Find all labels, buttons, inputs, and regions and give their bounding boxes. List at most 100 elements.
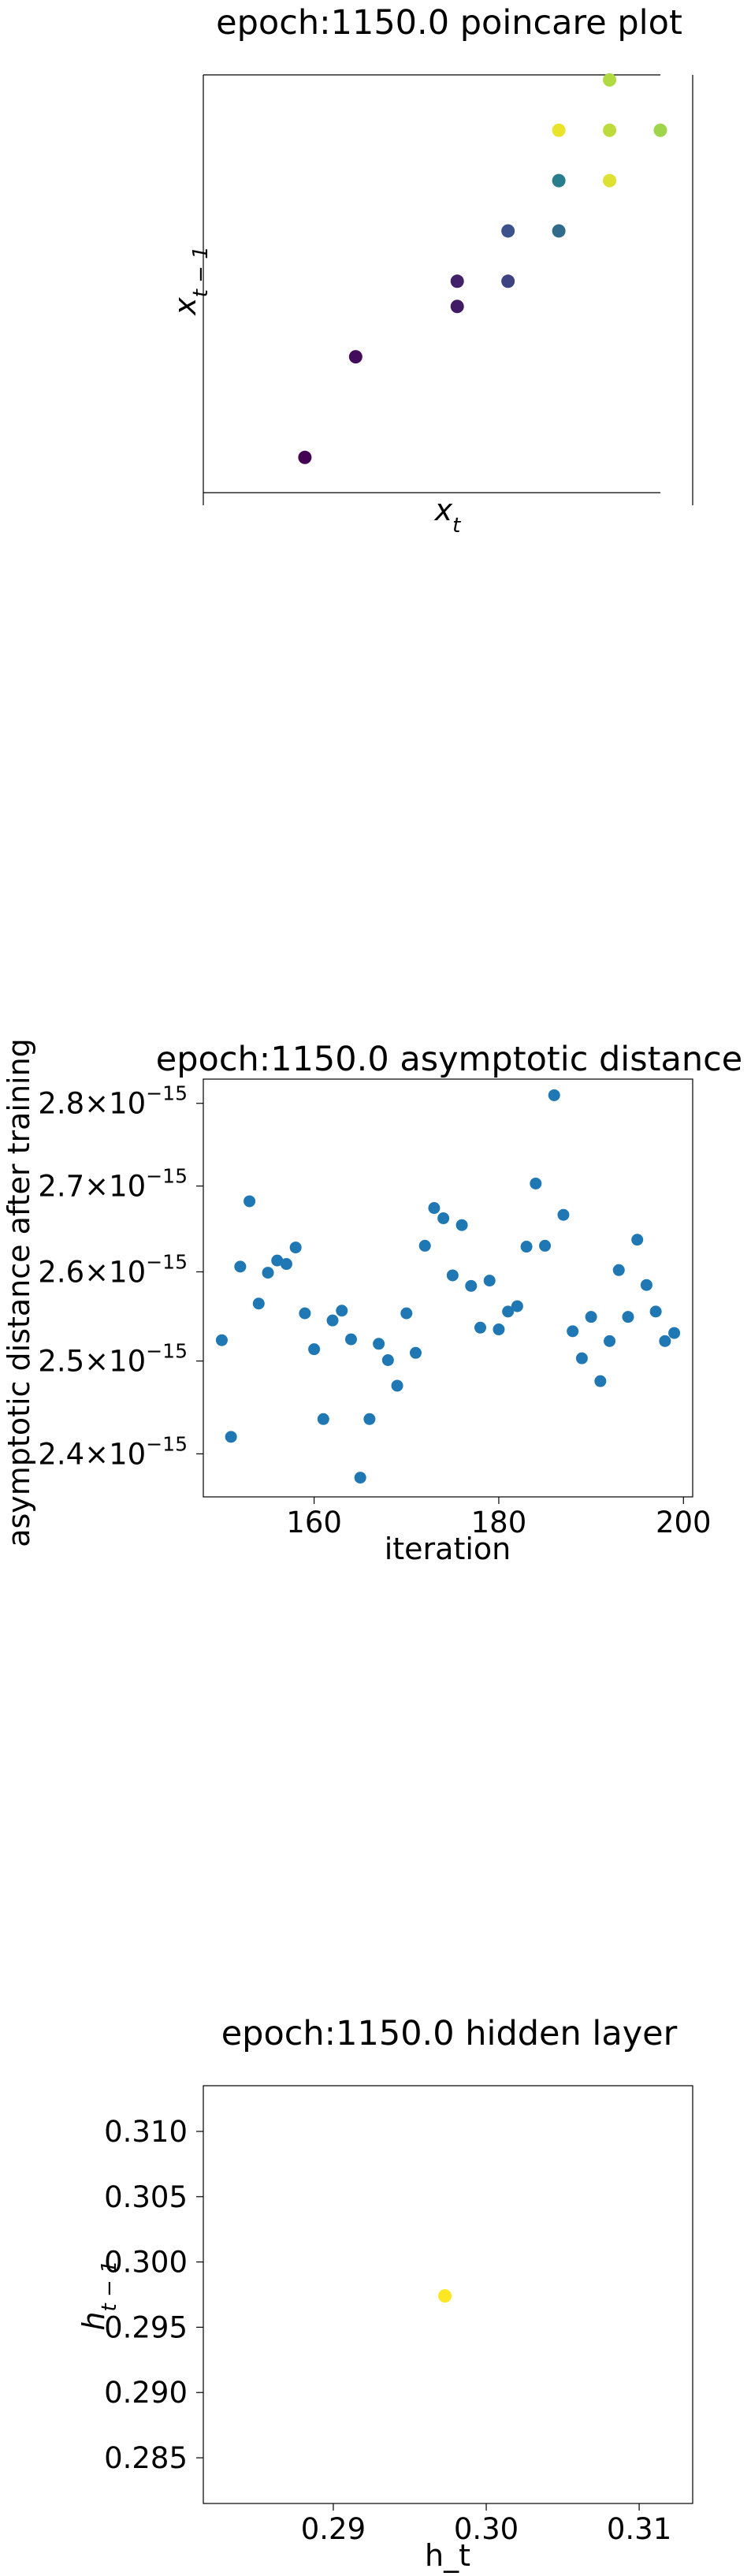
asymptotic-point-38	[567, 1325, 579, 1338]
asymptotic-point-17	[373, 1338, 385, 1350]
poincare-ylabel: xt − 1	[168, 246, 213, 316]
asymptotic-point-16	[363, 1413, 376, 1425]
asymptotic-point-36	[548, 1089, 560, 1101]
hidden-layer-xtick-label: 0.30	[454, 2512, 519, 2546]
asymptotic-point-4	[252, 1297, 265, 1310]
asymptotic-point-40	[585, 1311, 597, 1323]
asymptotic-point-14	[344, 1333, 357, 1346]
poincare-point-11	[653, 123, 667, 137]
asymptotic-point-12	[326, 1314, 339, 1327]
asymptotic-point-11	[317, 1413, 329, 1425]
asymptotic-point-20	[400, 1307, 413, 1320]
asymptotic-chart: epoch:1150.0 asymptotic distance 160 180 2…	[2, 1038, 742, 1566]
asymptotic-point-48	[659, 1335, 671, 1347]
hidden-layer-ytick-label: 0.285	[104, 2441, 188, 2475]
asymptotic-point-41	[594, 1375, 607, 1387]
hidden-layer-xtick-label: 0.29	[301, 2512, 366, 2546]
hidden-layer-ytick-label: 0.305	[104, 2180, 188, 2214]
asymptotic-point-45	[631, 1234, 644, 1246]
asymptotic-point-6	[271, 1254, 284, 1267]
hidden-layer-ytick-label: 0.300	[104, 2246, 188, 2280]
poincare-point-10	[552, 123, 566, 137]
asymptotic-point-0	[215, 1334, 228, 1346]
hidden-layer-ytick-label: 0.295	[104, 2310, 188, 2344]
poincare-point-7	[552, 173, 566, 188]
asymptotic-point-8	[289, 1241, 302, 1254]
asymptotic-ytick-label: 2.7×10−15	[38, 1165, 188, 1204]
asymptotic-point-30	[493, 1323, 505, 1336]
asymptotic-point-27	[465, 1279, 478, 1292]
asymptotic-xtick-label: 200	[656, 1506, 712, 1539]
asymptotic-point-31	[502, 1305, 515, 1318]
asymptotic-ytick-label: 2.6×10−15	[38, 1251, 188, 1290]
hidden-layer-point-0	[438, 2289, 452, 2303]
asymptotic-point-22	[418, 1239, 431, 1252]
poincare-xlabel: xt	[434, 493, 462, 538]
hidden-layer-ytick-label: 0.310	[104, 2115, 188, 2149]
poincare-point-1	[348, 350, 362, 364]
hidden-layer-frame	[203, 2085, 693, 2504]
asymptotic-point-49	[668, 1327, 681, 1339]
asymptotic-point-24	[437, 1212, 450, 1225]
asymptotic-frame	[203, 1078, 693, 1498]
asymptotic-point-18	[381, 1353, 394, 1366]
asymptotic-point-10	[308, 1343, 321, 1356]
poincare-points	[298, 73, 667, 464]
asymptotic-point-1	[225, 1431, 237, 1443]
asymptotic-point-47	[649, 1305, 662, 1318]
hidden-layer-xtick-label: 0.31	[607, 2512, 671, 2546]
asymptotic-point-15	[354, 1472, 366, 1484]
poincare-point-9	[603, 123, 617, 137]
hidden-layer-chart-title: epoch:1150.0 hidden layer	[221, 2014, 678, 2053]
asymptotic-point-46	[640, 1279, 652, 1291]
hidden-layer-points	[438, 2289, 452, 2303]
asymptotic-point-33	[520, 1241, 533, 1253]
poincare-point-5	[501, 224, 515, 238]
asymptotic-point-29	[483, 1275, 496, 1287]
asymptotic-chart-title: epoch:1150.0 asymptotic distance	[156, 1040, 742, 1079]
asymptotic-point-13	[336, 1305, 348, 1317]
asymptotic-point-43	[612, 1264, 625, 1276]
asymptotic-points	[215, 1089, 681, 1484]
asymptotic-point-9	[299, 1307, 311, 1320]
asymptotic-point-3	[244, 1195, 256, 1208]
asymptotic-point-34	[530, 1177, 542, 1189]
hidden-layer-chart: epoch:1150.0 hidden layer 0.29 0.30 0.310.…	[76, 2014, 693, 2573]
asymptotic-point-21	[409, 1346, 422, 1359]
asymptotic-xtick-label: 160	[286, 1506, 342, 1539]
asymptotic-point-28	[474, 1321, 487, 1334]
asymptotic-ylabel: asymptotic distance after training	[2, 1038, 36, 1547]
asymptotic-point-2	[234, 1260, 247, 1273]
hidden-layer-xlabel: h_t	[425, 2538, 470, 2573]
asymptotic-point-23	[428, 1202, 441, 1215]
asymptotic-point-35	[539, 1239, 552, 1252]
hidden-layer-ytick-label: 0.290	[104, 2376, 188, 2410]
asymptotic-point-19	[391, 1379, 403, 1392]
poincare-point-3	[450, 274, 464, 288]
asymptotic-point-44	[622, 1311, 634, 1323]
poincare-point-2	[450, 300, 464, 314]
asymptotic-point-37	[557, 1208, 570, 1221]
asymptotic-point-39	[575, 1352, 588, 1364]
asymptotic-ytick-label: 2.4×10−15	[38, 1432, 188, 1471]
asymptotic-point-32	[511, 1300, 523, 1312]
poincare-chart: epoch:1150.0 poincare plot xt xt − 1	[168, 3, 693, 538]
asymptotic-ytick-label: 2.8×10−15	[38, 1082, 188, 1121]
asymptotic-point-26	[455, 1219, 468, 1231]
asymptotic-ticks: 160 180 200 2.4×10−15 2.5×10−15 2.6×10−15 2.7×…	[38, 1082, 711, 1539]
asymptotic-xlabel: iteration	[385, 1532, 511, 1566]
poincare-point-12	[603, 73, 617, 87]
asymptotic-xtick-label: 180	[471, 1506, 527, 1539]
asymptotic-ytick-label: 2.5×10−15	[38, 1340, 188, 1379]
asymptotic-point-42	[604, 1335, 616, 1347]
asymptotic-point-5	[262, 1267, 274, 1279]
poincare-point-4	[501, 274, 515, 288]
poincare-chart-title: epoch:1150.0 poincare plot	[216, 3, 682, 43]
hidden-layer-ticks: 0.29 0.30 0.31 0.285 0.290 0.295 0.300 0.305 0.3…	[104, 2115, 671, 2546]
asymptotic-point-25	[446, 1269, 459, 1282]
poincare-point-0	[298, 450, 312, 464]
asymptotic-point-7	[280, 1258, 292, 1271]
poincare-point-6	[552, 224, 566, 238]
poincare-point-8	[603, 173, 617, 188]
